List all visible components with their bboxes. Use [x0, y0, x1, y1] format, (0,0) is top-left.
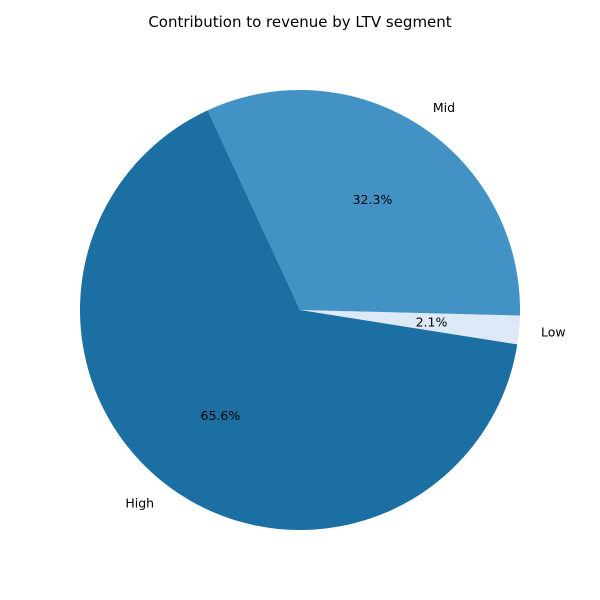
pie-slice-low [300, 310, 520, 345]
pie-slice-mid [207, 89, 520, 316]
pie-labels: Low 2.1% Mid 32.3% High 65.6% [125, 100, 565, 510]
slice-label-low: Low [541, 325, 566, 340]
pie-slice-high [79, 110, 518, 530]
slice-percent-low: 2.1% [416, 315, 448, 330]
slice-label-mid: Mid [433, 100, 455, 115]
pie-slices [79, 89, 520, 530]
slice-label-high: High [125, 496, 154, 511]
chart-title: Contribution to revenue by LTV segment [148, 13, 451, 31]
slice-percent-high: 65.6% [201, 408, 241, 423]
slice-percent-mid: 32.3% [353, 192, 393, 207]
